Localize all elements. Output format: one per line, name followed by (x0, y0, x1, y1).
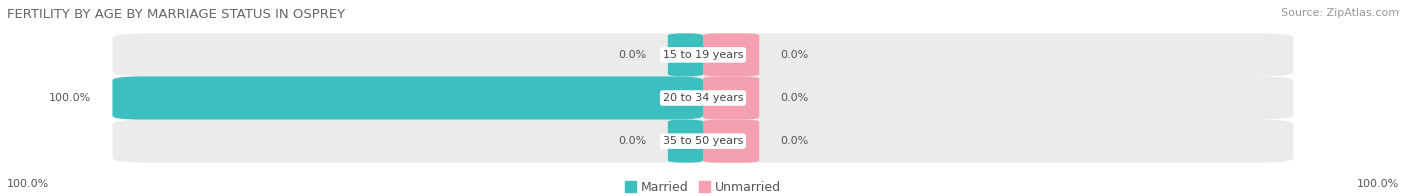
Text: 0.0%: 0.0% (780, 93, 808, 103)
Text: Source: ZipAtlas.com: Source: ZipAtlas.com (1281, 8, 1399, 18)
Text: 20 to 34 years: 20 to 34 years (662, 93, 744, 103)
Text: 15 to 19 years: 15 to 19 years (662, 50, 744, 60)
FancyBboxPatch shape (703, 120, 759, 163)
Text: 0.0%: 0.0% (619, 50, 647, 60)
Text: 0.0%: 0.0% (780, 50, 808, 60)
FancyBboxPatch shape (112, 120, 1294, 163)
FancyBboxPatch shape (668, 120, 703, 163)
Text: 0.0%: 0.0% (780, 136, 808, 146)
Text: 35 to 50 years: 35 to 50 years (662, 136, 744, 146)
Text: 100.0%: 100.0% (49, 93, 91, 103)
FancyBboxPatch shape (112, 76, 703, 120)
FancyBboxPatch shape (668, 33, 703, 76)
FancyBboxPatch shape (703, 33, 759, 76)
Text: FERTILITY BY AGE BY MARRIAGE STATUS IN OSPREY: FERTILITY BY AGE BY MARRIAGE STATUS IN O… (7, 8, 344, 21)
Text: 0.0%: 0.0% (619, 136, 647, 146)
Legend: Married, Unmarried: Married, Unmarried (624, 181, 782, 194)
Text: 100.0%: 100.0% (7, 179, 49, 189)
FancyBboxPatch shape (703, 76, 759, 120)
FancyBboxPatch shape (112, 76, 1294, 120)
FancyBboxPatch shape (112, 33, 1294, 76)
Text: 100.0%: 100.0% (1357, 179, 1399, 189)
